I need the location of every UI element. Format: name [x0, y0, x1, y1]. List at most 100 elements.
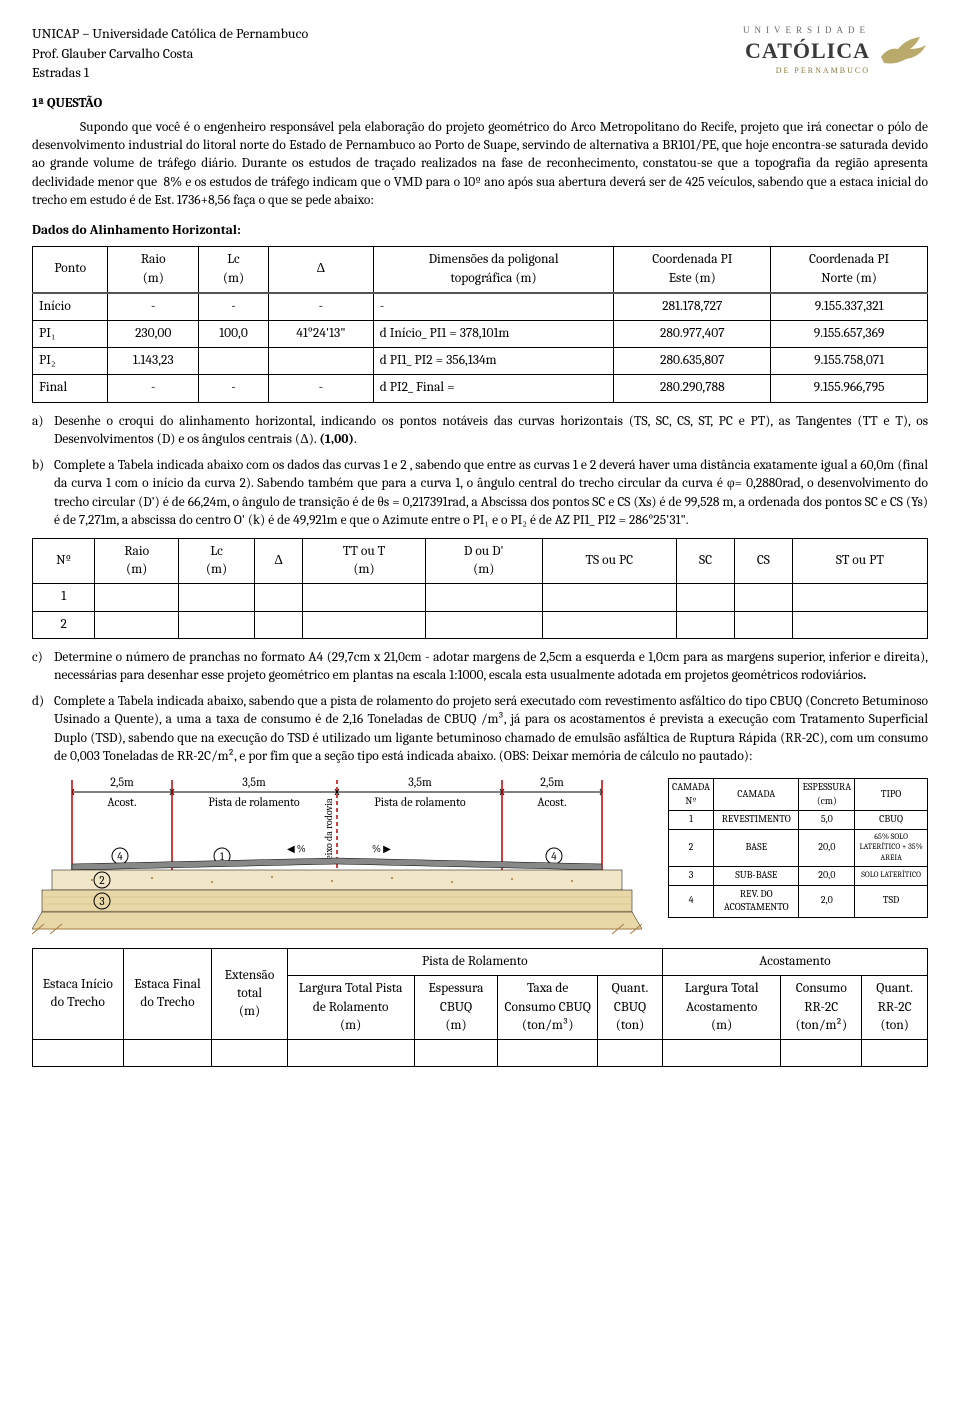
header-line-3: Estradas 1: [32, 63, 308, 83]
cell: 1: [33, 584, 95, 611]
cell: [212, 1040, 287, 1067]
item-a-text: Desenhe o croqui do alinhamento horizont…: [54, 413, 928, 449]
dim-acost-right: 2,5m: [540, 775, 564, 789]
col-estaca-fim: Estaca Final do Trecho: [123, 949, 212, 1040]
item-a-label: a): [32, 413, 54, 449]
item-c-text: Determine o número de pranchas no format…: [54, 649, 928, 685]
col-raio: Raio (m): [108, 247, 199, 293]
cell: [662, 1040, 780, 1067]
item-d-label: d): [32, 693, 54, 766]
question-1-title: 1ª QUESTÃO: [32, 95, 928, 113]
col-ts: TS ou PC: [542, 538, 676, 583]
col-cs: CS: [734, 538, 792, 583]
cell: [255, 611, 303, 638]
table-row: 1: [33, 584, 928, 611]
col-qt-cbuq: Quant. CBUQ (ton): [598, 976, 663, 1040]
cell: [792, 611, 927, 638]
col-ext: Extensão total (m): [212, 949, 287, 1040]
group-acost: Acostamento: [662, 949, 927, 976]
col-lc: Lc (m): [199, 247, 269, 293]
cell: 281.178,727: [614, 293, 771, 321]
circle-2: 2: [99, 874, 104, 887]
eixo-label: eixo da rodovia: [323, 798, 335, 860]
cell: [255, 584, 303, 611]
col-cons-rr2c: Consumo RR-2C (ton/m²): [781, 976, 862, 1040]
cell: [677, 584, 735, 611]
cell: PI₂: [33, 348, 108, 375]
cell: [862, 1040, 928, 1067]
cell: 2: [33, 611, 95, 638]
col-delta: Δ: [255, 538, 303, 583]
col-delta: Δ: [269, 247, 374, 293]
col-dim: Dimensões da poligonal topográfica (m): [373, 247, 614, 293]
col-n: Nº: [33, 538, 95, 583]
table-header-row: Ponto Raio (m) Lc (m) Δ Dimensões da pol…: [33, 247, 928, 293]
circle-3: 3: [99, 895, 104, 908]
col-estaca-ini: Estaca Início do Trecho: [33, 949, 124, 1040]
col-esp-cbuq: Espessura CBUQ (m): [414, 976, 498, 1040]
table-row: PI₁230,00100,041°24'13"d Início_ PI1 = 3…: [33, 320, 928, 347]
cell: 100,0: [199, 320, 269, 347]
cell: Início: [33, 293, 108, 321]
cell: -: [108, 375, 199, 402]
cell: d PI1_ PI2 = 356,134m: [373, 348, 614, 375]
cell: [123, 1040, 212, 1067]
cell: [542, 584, 676, 611]
slope-left: ◀ %: [287, 843, 306, 855]
cell: [677, 611, 735, 638]
cell: [95, 611, 179, 638]
lbl-acost-right: Acost.: [537, 795, 566, 809]
cell: d Início_ PI1 = 378,101m: [373, 320, 614, 347]
item-b-label: b): [32, 457, 54, 530]
cell: -: [199, 375, 269, 402]
col-ponto: Ponto: [33, 247, 108, 293]
cross-section-diagram: 2,5m Acost. 3,5m Pista de rolamento 3,5m…: [32, 774, 928, 944]
cell: [542, 611, 676, 638]
cell: [425, 584, 542, 611]
dove-icon: [876, 29, 928, 71]
item-b: b) Complete a Tabela indicada abaixo com…: [32, 457, 928, 530]
cell: 280.635,807: [614, 348, 771, 375]
cell: [425, 611, 542, 638]
cell: -: [269, 293, 374, 321]
col-este: Coordenada PI Este (m): [614, 247, 771, 293]
table-row: [33, 1040, 928, 1067]
dados-title: Dados do Alinhamento Horizontal:: [32, 222, 928, 240]
logo-main-text: CATÓLICA: [743, 36, 870, 66]
table-row: Início----281.178,7279.155.337,321: [33, 293, 928, 321]
curves-table: Nº Raio (m) Lc (m) Δ TT ou T (m) D ou D'…: [32, 538, 928, 639]
cell: -: [199, 293, 269, 321]
cell: [598, 1040, 663, 1067]
table-header-row: Nº Raio (m) Lc (m) Δ TT ou T (m) D ou D'…: [33, 538, 928, 583]
cell: [179, 584, 255, 611]
circle-4-right: 4: [551, 850, 557, 863]
logo-top-text: UNIVERSIDADE: [743, 24, 870, 36]
table-row: PI₂1.143,23d PI1_ PI2 = 356,134m280.635,…: [33, 348, 928, 375]
item-c: c) Determine o número de pranchas no for…: [32, 649, 928, 685]
cell: [734, 584, 792, 611]
cross-section-svg: 2,5m Acost. 3,5m Pista de rolamento 3,5m…: [32, 774, 642, 944]
header-line-1: UNICAP – Universidade Católica de Pernam…: [32, 24, 308, 44]
cell: [303, 611, 426, 638]
cell: 41°24'13": [269, 320, 374, 347]
col-raio: Raio (m): [95, 538, 179, 583]
col-d: D ou D' (m): [425, 538, 542, 583]
cell: [498, 1040, 598, 1067]
header-text: UNICAP – Universidade Católica de Pernam…: [32, 24, 308, 83]
col-larg-acost: Largura Total Acostamento (m): [662, 976, 780, 1040]
item-d: d) Complete a Tabela indicada abaixo, sa…: [32, 693, 928, 766]
cell: PI₁: [33, 320, 108, 347]
page-header: UNICAP – Universidade Católica de Pernam…: [32, 24, 928, 83]
quantities-table: Estaca Início do Trecho Estaca Final do …: [32, 948, 928, 1067]
item-a: a) Desenhe o croqui do alinhamento horiz…: [32, 413, 928, 449]
alignment-table: Ponto Raio (m) Lc (m) Δ Dimensões da pol…: [32, 246, 928, 402]
table-group-row: Estaca Início do Trecho Estaca Final do …: [33, 949, 928, 976]
logo-sub-text: DE PERNAMBUCO: [743, 66, 870, 77]
col-larg-pista: Largura Total Pista de Rolamento (m): [287, 976, 414, 1040]
col-qt-rr2c: Quant. RR-2C (ton): [862, 976, 928, 1040]
cell: [734, 611, 792, 638]
lbl-acost-left: Acost.: [107, 795, 136, 809]
col-tt: TT ou T (m): [303, 538, 426, 583]
cell: 230,00: [108, 320, 199, 347]
cell: [781, 1040, 862, 1067]
